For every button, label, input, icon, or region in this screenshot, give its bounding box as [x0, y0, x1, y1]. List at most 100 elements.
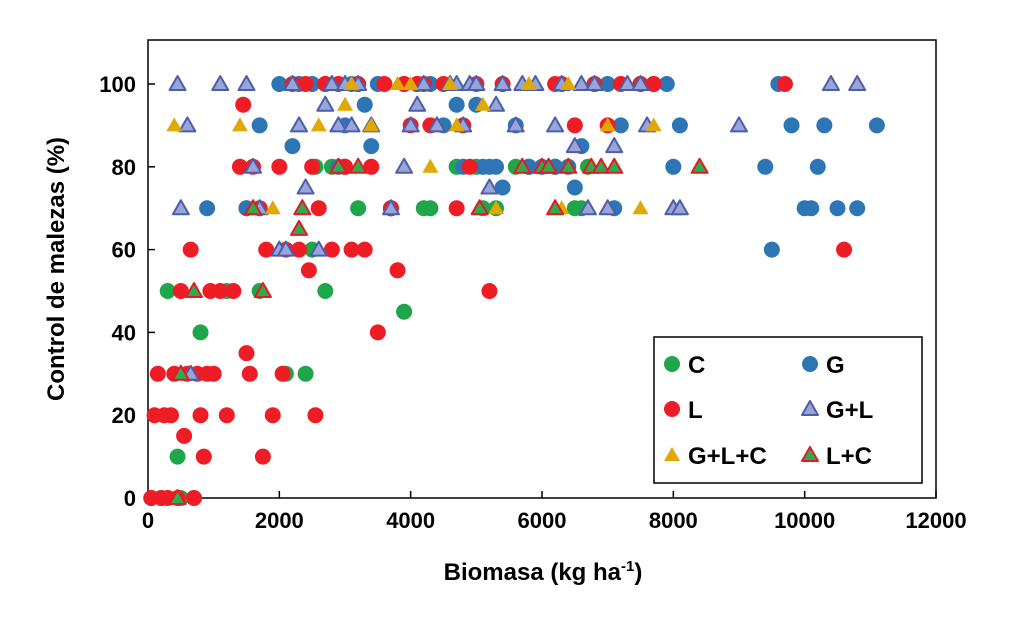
data-point-g-l-c — [264, 200, 281, 215]
x-tick-label: 12000 — [905, 508, 966, 533]
data-point-l — [448, 200, 465, 217]
data-point-l-c — [171, 364, 190, 381]
data-point-g — [816, 117, 833, 134]
data-point-l — [235, 96, 252, 113]
data-point-g-l — [211, 75, 230, 91]
data-point-g-l-c — [402, 76, 419, 90]
data-point-l — [192, 407, 209, 424]
x-axis-title-superscript: -1 — [621, 558, 634, 575]
data-point-g-l-c — [488, 200, 505, 215]
data-point-g-l-c — [231, 117, 248, 132]
data-point-l — [149, 365, 166, 382]
data-point-l — [369, 324, 386, 341]
data-point-g-l-c — [337, 96, 353, 111]
data-point-g-l — [821, 75, 840, 91]
data-point-g-l — [427, 116, 446, 133]
data-point-g — [809, 158, 826, 175]
data-point-l-c — [329, 157, 348, 174]
data-point-l — [645, 76, 662, 92]
data-point-g — [612, 117, 629, 134]
data-point-g — [599, 76, 616, 92]
legend-marker-g — [802, 356, 818, 372]
legend-marker-g-l-c — [664, 447, 680, 461]
data-point-l — [481, 283, 498, 299]
data-point-l-c — [349, 157, 368, 174]
data-point-g — [803, 200, 820, 217]
data-point-g-l — [296, 178, 315, 195]
data-point-g — [757, 158, 774, 175]
x-tick-label: 4000 — [386, 508, 435, 533]
data-point-g-l-c — [599, 117, 616, 132]
x-tick-label: 2000 — [255, 508, 304, 533]
legend-marker-g-l — [801, 400, 819, 416]
data-point-g-l — [342, 116, 361, 133]
data-point-g — [783, 117, 800, 134]
data-point-l — [172, 283, 189, 299]
legend-label-g: G — [826, 352, 845, 379]
data-point-l — [185, 490, 202, 506]
data-point-l-c — [546, 199, 565, 216]
data-point-l — [258, 241, 275, 258]
data-point-l — [776, 76, 793, 92]
y-tick-label: 40 — [112, 320, 136, 345]
data-point-g-l-c — [645, 117, 662, 132]
data-point-l — [836, 241, 853, 258]
legend-marker-l — [664, 401, 680, 417]
data-point-l-c — [470, 199, 489, 216]
data-point-l — [307, 407, 324, 424]
data-point-c — [396, 303, 413, 320]
data-point-l — [300, 262, 317, 279]
data-point-l — [195, 448, 212, 465]
data-point-g-l — [598, 199, 617, 216]
data-point-c — [192, 324, 209, 341]
data-point-g — [665, 158, 682, 175]
data-point-l — [271, 158, 288, 175]
data-point-g-l — [316, 95, 335, 112]
data-point-g-l — [237, 75, 256, 91]
data-point-g-l-c — [442, 76, 459, 90]
data-point-g-l — [605, 137, 624, 154]
data-point-g-l — [178, 116, 197, 133]
y-tick-label: 100 — [99, 72, 136, 97]
y-tick-label: 20 — [112, 403, 136, 428]
y-tick-label: 80 — [112, 155, 136, 180]
data-point-l — [566, 117, 583, 134]
data-point-l — [304, 158, 321, 175]
data-point-l — [176, 427, 193, 444]
data-point-g-l — [487, 95, 506, 112]
data-point-g-l-c — [343, 76, 360, 90]
data-point-g-l — [381, 199, 400, 216]
data-point-g-l — [670, 199, 689, 216]
data-point-l — [218, 407, 235, 424]
data-point-l — [310, 200, 327, 217]
data-point-l — [291, 241, 308, 258]
data-point-l-c — [539, 157, 558, 174]
data-point-g-l — [395, 157, 414, 174]
data-point-g — [671, 117, 688, 134]
data-point-l — [241, 365, 258, 382]
data-point-g — [448, 96, 465, 113]
y-tick-label: 0 — [124, 486, 136, 511]
data-point-g-l — [480, 178, 499, 195]
x-tick-label: 6000 — [518, 508, 567, 533]
data-point-l — [274, 365, 291, 382]
data-point-g-l — [322, 75, 341, 91]
data-point-g-l — [244, 157, 263, 174]
x-axis-title: Biomasa (kg ha-1) — [444, 558, 643, 586]
data-point-l-c — [290, 219, 309, 236]
legend: C G L G+L G+L+C L+C — [653, 336, 923, 484]
data-point-g — [849, 200, 866, 217]
legend-marker-l-c — [801, 446, 819, 462]
legend-label-c: C — [688, 352, 705, 379]
data-point-g-l — [585, 75, 604, 91]
data-point-g-l — [546, 116, 565, 133]
data-point-g-l-c — [310, 117, 327, 132]
x-tick-label: 0 — [142, 508, 154, 533]
data-point-l-c — [513, 157, 532, 174]
data-point-c — [159, 283, 176, 299]
data-point-g-l-c — [632, 200, 649, 215]
data-point-l-c — [244, 199, 263, 216]
data-point-g — [566, 179, 583, 196]
data-point-c — [169, 448, 186, 465]
data-point-g-l-c — [166, 117, 183, 132]
